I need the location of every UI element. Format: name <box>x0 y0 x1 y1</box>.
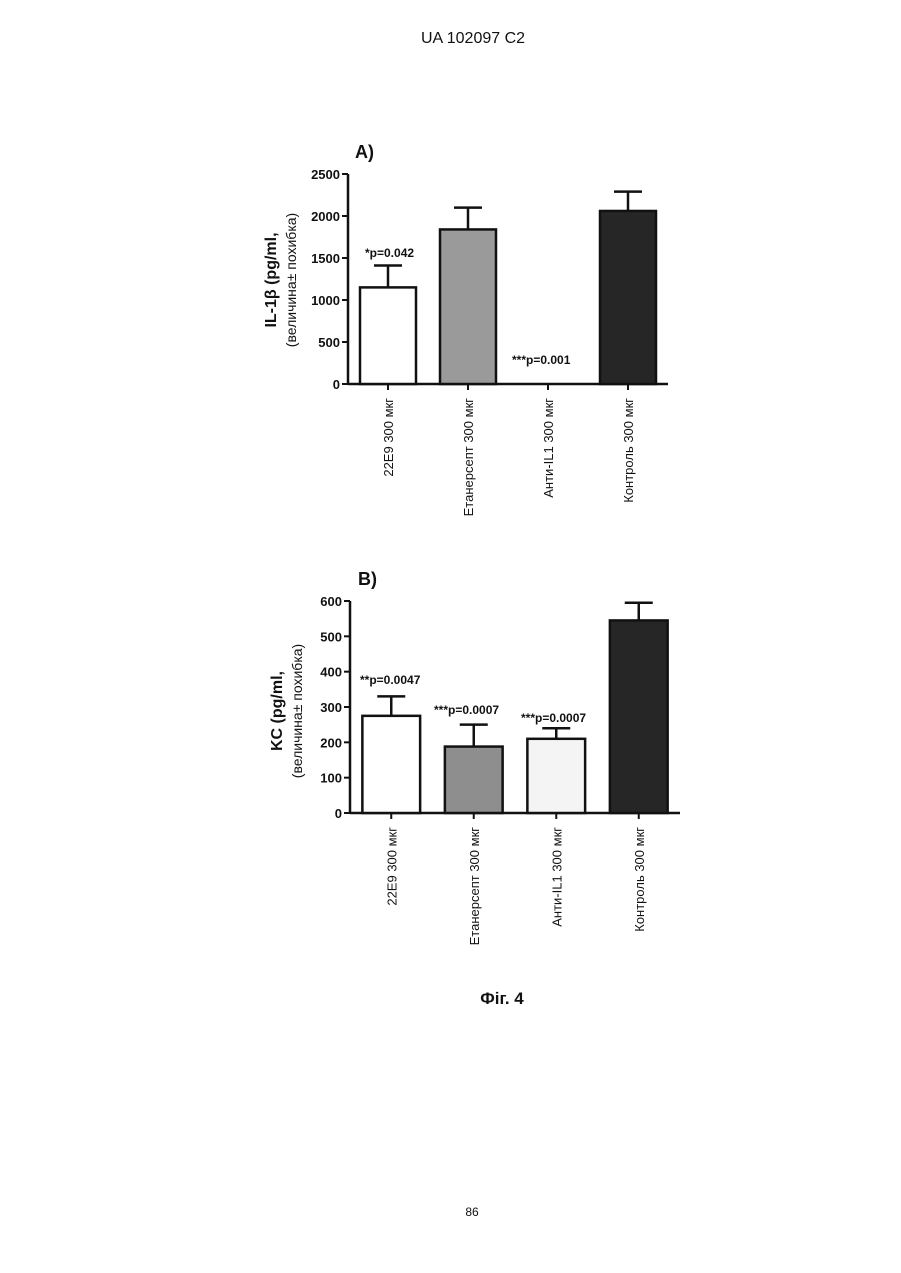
x-tick-label: Етанерсепт 300 мкг <box>467 827 482 946</box>
y-tick-label: 0 <box>333 377 340 392</box>
y-tick-label: 100 <box>320 771 342 786</box>
annotation: ***p=0.0007 <box>434 703 499 717</box>
y-axis-label: (величина± похибка) <box>289 644 305 778</box>
x-tick-label: Анти-IL1 300 мкг <box>549 827 564 927</box>
y-axis-label: (величина± похибка) <box>283 213 299 347</box>
x-tick-label: Анти-IL1 300 мкг <box>541 398 556 498</box>
y-axis-label: KC (pg/ml, <box>269 671 286 751</box>
y-tick-label: 300 <box>320 700 342 715</box>
chart-title: A) <box>355 142 374 162</box>
bar <box>610 620 668 813</box>
chart-title: B) <box>358 569 377 589</box>
y-tick-label: 200 <box>320 735 342 750</box>
figure-caption: Фіг. 4 <box>480 989 524 1008</box>
y-tick-label: 1000 <box>311 293 340 308</box>
annotation: **p=0.0047 <box>360 673 421 687</box>
x-tick-label: Контроль 300 мкг <box>621 398 636 503</box>
page-number: 86 <box>465 1205 479 1219</box>
x-tick-label: 22E9 300 мкг <box>381 398 396 477</box>
bar <box>362 716 420 813</box>
bar <box>445 747 503 813</box>
bar <box>600 211 656 384</box>
y-tick-label: 2000 <box>311 209 340 224</box>
annotation: ***p=0.001 <box>512 353 571 367</box>
x-tick-label: Контроль 300 мкг <box>632 827 647 932</box>
y-tick-label: 500 <box>318 335 340 350</box>
y-tick-label: 0 <box>335 806 342 821</box>
page: UA 102097 C2 Фіг. 4 86 A)IL-1β (pg/ml,(в… <box>0 0 901 1273</box>
annotation: ***p=0.0007 <box>521 711 586 725</box>
y-tick-label: 2500 <box>311 167 340 182</box>
bar <box>440 229 496 384</box>
y-tick-label: 400 <box>320 665 342 680</box>
y-tick-label: 1500 <box>311 251 340 266</box>
y-tick-label: 600 <box>320 594 342 609</box>
bar <box>360 287 416 384</box>
y-tick-label: 500 <box>320 629 342 644</box>
bar <box>527 739 585 813</box>
annotation: *p=0.042 <box>365 246 414 260</box>
x-tick-label: Етанерсепт 300 мкг <box>461 398 476 517</box>
y-axis-label: IL-1β (pg/ml, <box>263 232 280 327</box>
x-tick-label: 22E9 300 мкг <box>384 827 399 906</box>
header: UA 102097 C2 <box>421 30 525 47</box>
